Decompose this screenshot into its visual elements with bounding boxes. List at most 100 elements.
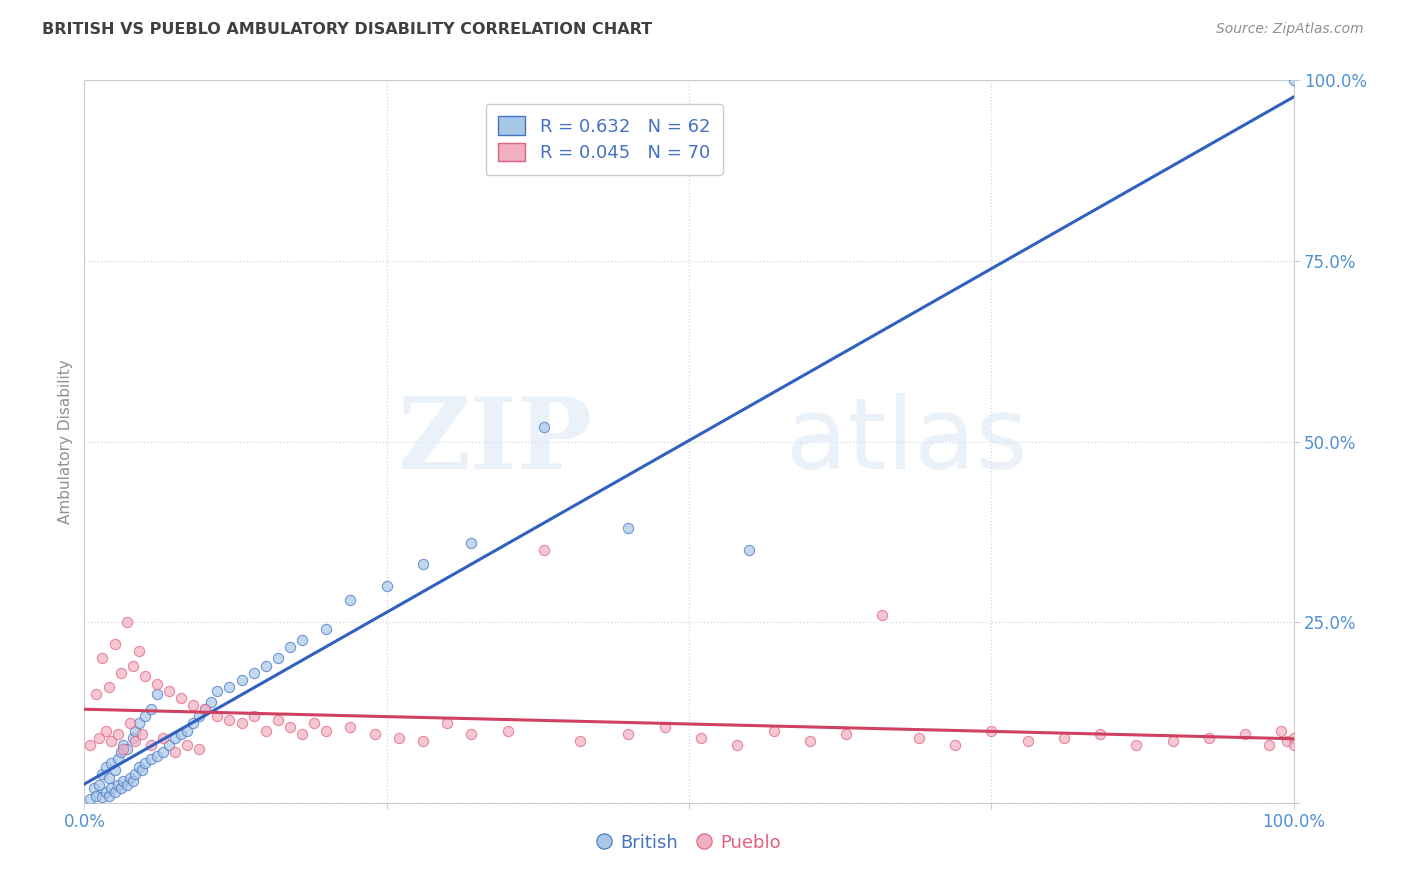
Point [176, 738, 198, 752]
Point [100, 734, 122, 748]
Point [79, 738, 101, 752]
Point [121, 731, 143, 745]
Point [254, 658, 277, 673]
Point [170, 727, 193, 741]
Point [115, 778, 138, 792]
Point [315, 723, 337, 738]
Point [460, 727, 482, 741]
Point [835, 727, 858, 741]
Point [110, 745, 132, 759]
Point [79, 792, 101, 806]
Point [1282, 731, 1305, 745]
Point [207, 709, 229, 723]
Point [1234, 727, 1257, 741]
Point [690, 731, 713, 745]
Point [170, 691, 193, 706]
Point [107, 778, 129, 792]
Point [617, 727, 640, 741]
Point [363, 727, 385, 741]
Text: BRITISH VS PUEBLO AMBULATORY DISABILITY CORRELATION CHART: BRITISH VS PUEBLO AMBULATORY DISABILITY … [42, 22, 652, 37]
Point [146, 687, 169, 701]
Point [533, 542, 555, 557]
Point [87, 731, 110, 745]
Point [110, 781, 132, 796]
Point [1017, 734, 1039, 748]
Point [617, 521, 640, 535]
Point [1198, 731, 1220, 745]
Point [121, 658, 143, 673]
Point [278, 640, 301, 655]
Point [112, 741, 135, 756]
Point [181, 698, 204, 713]
Point [181, 716, 204, 731]
Point [460, 535, 482, 549]
Point [104, 764, 127, 778]
Point [100, 756, 122, 770]
Point [128, 716, 150, 731]
Point [291, 633, 314, 648]
Point [242, 709, 264, 723]
Point [388, 731, 411, 745]
Point [94, 785, 117, 799]
Point [120, 771, 142, 785]
Point [1277, 734, 1299, 748]
Point [165, 745, 187, 759]
Point [165, 731, 187, 745]
Point [86, 789, 108, 803]
Point [107, 752, 129, 766]
Point [315, 623, 337, 637]
Point [302, 716, 325, 731]
Point [112, 738, 135, 752]
Text: ZIP: ZIP [398, 393, 592, 490]
Point [104, 637, 127, 651]
Point [134, 669, 156, 683]
Point [1053, 731, 1076, 745]
Point [1161, 734, 1184, 748]
Y-axis label: Ambulatory Disability: Ambulatory Disability [58, 359, 73, 524]
Point [134, 709, 156, 723]
Point [267, 713, 290, 727]
Point [725, 738, 748, 752]
Point [176, 723, 198, 738]
Point [124, 734, 146, 748]
Point [131, 727, 153, 741]
Point [207, 683, 229, 698]
Point [533, 420, 555, 434]
Point [412, 558, 434, 572]
Point [231, 716, 253, 731]
Point [120, 716, 142, 731]
Point [139, 702, 162, 716]
Point [152, 745, 174, 759]
Point [146, 676, 169, 690]
Point [97, 680, 120, 694]
Point [97, 771, 120, 785]
Point [569, 734, 592, 748]
Point [124, 723, 146, 738]
Point [86, 687, 108, 701]
Point [980, 723, 1002, 738]
Point [104, 785, 127, 799]
Point [91, 651, 114, 665]
Point [218, 680, 240, 694]
Point [291, 727, 314, 741]
Point [157, 738, 180, 752]
Point [115, 741, 138, 756]
Legend: British, Pueblo: British, Pueblo [591, 826, 787, 859]
Point [194, 702, 217, 716]
Text: Source: ZipAtlas.com: Source: ZipAtlas.com [1216, 22, 1364, 37]
Point [436, 716, 458, 731]
Point [188, 741, 211, 756]
Point [412, 734, 434, 748]
Point [139, 738, 162, 752]
Point [146, 748, 169, 763]
Point [97, 789, 120, 803]
Point [738, 542, 761, 557]
Point [218, 713, 240, 727]
Point [107, 727, 129, 741]
Point [91, 767, 114, 781]
Point [87, 778, 110, 792]
Point [94, 760, 117, 774]
Point [943, 738, 966, 752]
Point [194, 702, 217, 716]
Point [375, 579, 398, 593]
